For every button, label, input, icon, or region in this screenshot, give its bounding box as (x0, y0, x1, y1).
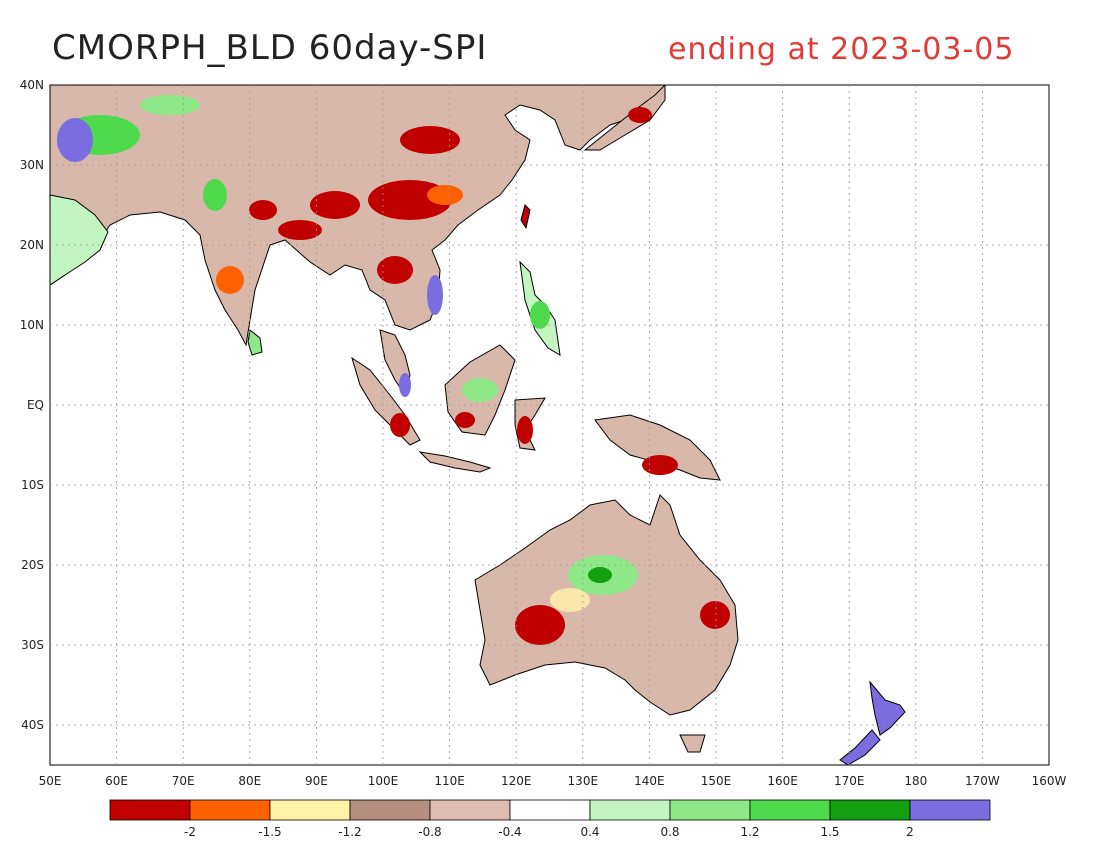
colorbar: -2 -1.5 -1.2 -0.8 -0.4 0.4 0.8 1.2 1.5 2 (109, 799, 991, 839)
map-title: CMORPH_BLD 60day-SPI (52, 28, 488, 68)
srilanka-landmass (247, 329, 263, 356)
anomaly-patch (517, 416, 533, 444)
land-layer (50, 85, 906, 765)
newzealand-south-landmass (839, 729, 881, 765)
colorbar-label: -1.2 (338, 825, 361, 839)
anomaly-patch (628, 107, 652, 123)
anomaly-patch (249, 200, 277, 220)
lat-tick-label: 10S (21, 478, 44, 492)
colorbar-swatch (429, 799, 511, 821)
lon-tick-label: 120E (501, 774, 532, 788)
lat-tick-label: EQ (27, 398, 44, 412)
newguinea-landmass (594, 414, 721, 481)
lon-labels: 50E 60E 70E 80E 90E 100E 110E 120E 130E 140E 150E 1… (39, 774, 1067, 788)
anomaly-patch (462, 378, 498, 402)
anomaly-patch (390, 413, 410, 437)
anomaly-patch (52, 218, 88, 262)
lon-tick-label: 170W (965, 774, 1000, 788)
colorbar-swatch (909, 799, 991, 821)
lat-tick-label: 30N (20, 158, 44, 172)
anomaly-patch (203, 179, 227, 211)
taiwan-landmass (520, 204, 531, 230)
lon-tick-label: 80E (238, 774, 261, 788)
anomaly-layer (52, 95, 730, 645)
colorbar-swatch (189, 799, 271, 821)
anomaly-patch (588, 567, 612, 583)
colorbar-swatch (829, 799, 911, 821)
colorbar-label: 2 (906, 825, 914, 839)
anomaly-patch (427, 275, 443, 315)
lat-tick-label: 20N (20, 238, 44, 252)
lon-tick-label: 180 (904, 774, 927, 788)
lon-tick-label: 170E (834, 774, 865, 788)
asia-landmass (50, 85, 666, 347)
lon-tick-label: 110E (434, 774, 465, 788)
anomaly-patch (642, 455, 678, 475)
anomaly-patch (455, 412, 475, 428)
map-frame (49, 84, 1050, 766)
anomaly-patch (216, 266, 244, 294)
colorbar-swatch (589, 799, 671, 821)
colorbar-label: 1.2 (740, 825, 759, 839)
anomaly-patch (550, 588, 590, 612)
tasmania-landmass (679, 734, 706, 753)
newzealand-north-landmass (869, 680, 906, 736)
lon-tick-label: 50E (39, 774, 62, 788)
lat-tick-label: 10N (20, 318, 44, 332)
lat-tick-label: 40S (21, 718, 44, 732)
lon-tick-label: 90E (305, 774, 328, 788)
lon-tick-label: 150E (701, 774, 732, 788)
anomaly-patch (377, 256, 413, 284)
map-subtitle: ending at 2023-03-05 (668, 32, 1015, 67)
anomaly-patch (427, 185, 463, 205)
colorbar-label: -2 (184, 825, 196, 839)
australia-landmass (474, 494, 739, 716)
lon-tick-label: 100E (368, 774, 399, 788)
anomaly-patch (700, 601, 730, 629)
lon-tick-label: 160W (1032, 774, 1067, 788)
lat-labels: 40N 30N 20N 10N EQ 10S 20S 30S 40S (20, 78, 44, 732)
anomaly-patch (399, 373, 411, 397)
lon-tick-label: 140E (634, 774, 665, 788)
anomaly-patch (57, 118, 93, 162)
colorbar-swatch (509, 799, 591, 821)
lat-tick-label: 20S (21, 558, 44, 572)
lon-tick-label: 160E (767, 774, 798, 788)
colorbar-swatch (349, 799, 431, 821)
anomaly-patch (400, 126, 460, 154)
sumatra-landmass (351, 356, 421, 446)
colorbar-swatch (269, 799, 351, 821)
grid-layer (50, 85, 1049, 765)
java-landmass (418, 451, 492, 473)
colorbar-label: 0.4 (580, 825, 599, 839)
colorbar-label: 1.5 (820, 825, 839, 839)
colorbar-label: -0.8 (418, 825, 441, 839)
colorbar-swatch (749, 799, 831, 821)
colorbar-swatch (669, 799, 751, 821)
anomaly-patch (530, 301, 550, 329)
colorbar-label: -1.5 (258, 825, 281, 839)
colorbar-label: 0.8 (660, 825, 679, 839)
colorbar-label: -0.4 (498, 825, 521, 839)
anomaly-patch (310, 191, 360, 219)
anomaly-patch (278, 220, 322, 240)
lon-tick-label: 70E (172, 774, 195, 788)
lon-tick-label: 60E (105, 774, 128, 788)
colorbar-swatch (109, 799, 191, 821)
anomaly-patch (140, 95, 200, 115)
lat-tick-label: 30S (21, 638, 44, 652)
lon-tick-label: 130E (568, 774, 599, 788)
anomaly-patch (515, 605, 565, 645)
lat-tick-label: 40N (20, 78, 44, 92)
